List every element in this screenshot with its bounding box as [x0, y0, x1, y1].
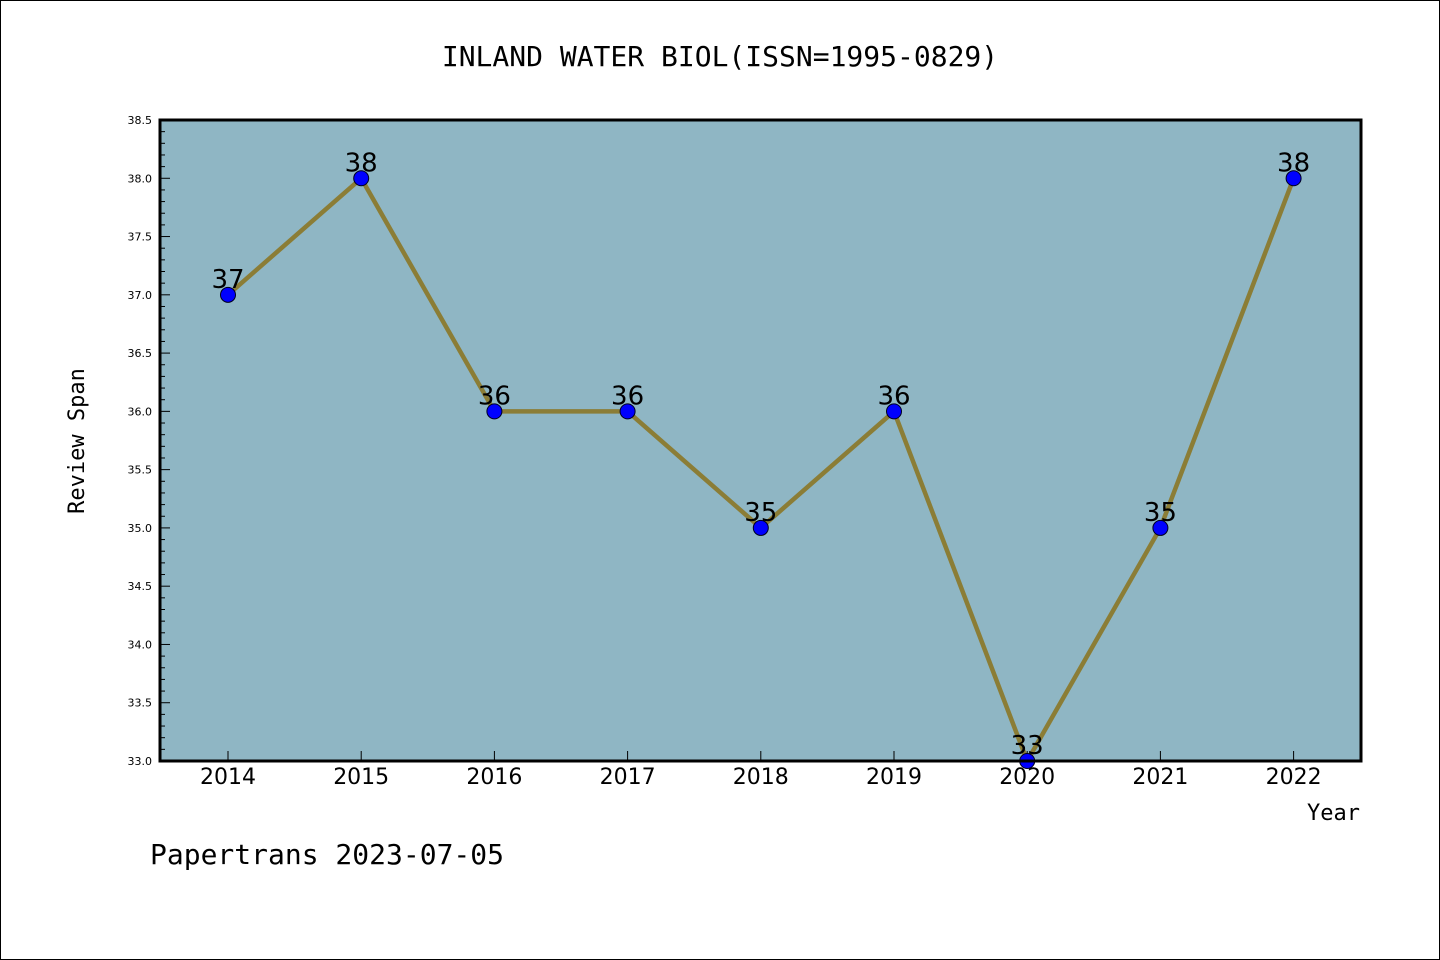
y-tick-label: 38.0	[128, 172, 153, 185]
series-review-span: 37 38 36 36 35 36 33 35 38	[211, 148, 1310, 769]
y-tick-label: 34.5	[128, 580, 153, 593]
data-point	[353, 170, 370, 187]
y-tick-label: 35.0	[128, 522, 153, 535]
data-label: 36	[877, 381, 910, 411]
y-tick-label: 34.0	[128, 638, 153, 651]
x-tick-label: 2021	[1132, 765, 1188, 790]
y-tick-label: 33.0	[128, 755, 153, 768]
plot-area	[160, 120, 1361, 761]
data-point	[619, 403, 636, 420]
data-label: 36	[611, 381, 644, 411]
data-label: 38	[1277, 148, 1310, 178]
data-point	[1152, 519, 1169, 536]
x-tick-label: 2014	[200, 765, 256, 790]
data-label: 38	[345, 148, 378, 178]
data-point	[886, 403, 902, 420]
data-point	[486, 403, 503, 420]
data-label: 35	[744, 498, 777, 528]
y-tick-label: 35.5	[128, 464, 153, 477]
data-point	[752, 519, 769, 536]
x-tick-label: 2019	[866, 765, 922, 790]
data-label: 35	[1144, 498, 1177, 528]
y-tick-label: 38.5	[128, 114, 153, 127]
x-tick-label: 2018	[733, 765, 789, 790]
chart-title: INLAND WATER BIOL(ISSN=1995-0829)	[442, 40, 998, 73]
x-tick-label: 2020	[999, 765, 1055, 790]
y-tick-label: 33.5	[128, 697, 153, 710]
x-tick-label: 2015	[333, 765, 389, 790]
data-point	[1285, 170, 1302, 187]
y-axis-label: Review Span	[65, 368, 90, 514]
footer-credit: Papertrans 2023-07-05	[150, 838, 504, 871]
data-point	[220, 286, 236, 303]
plot-border	[158, 118, 1363, 763]
x-tick-label: 2022	[1266, 765, 1322, 790]
y-tick-label: 36.0	[128, 405, 153, 418]
data-label: 37	[211, 265, 244, 295]
y-tick-label: 37.0	[128, 289, 153, 302]
data-label: 33	[1011, 731, 1044, 761]
x-axis-label: Year	[1307, 801, 1360, 826]
x-axis: 2014 2015 2016 2017 2018 2019 2020 2021 2022	[200, 751, 1322, 790]
y-tick-label: 36.5	[128, 347, 153, 360]
x-tick-label: 2016	[466, 765, 522, 790]
y-tick-label: 37.5	[128, 231, 153, 244]
data-label: 36	[478, 381, 511, 411]
x-tick-label: 2017	[600, 765, 656, 790]
